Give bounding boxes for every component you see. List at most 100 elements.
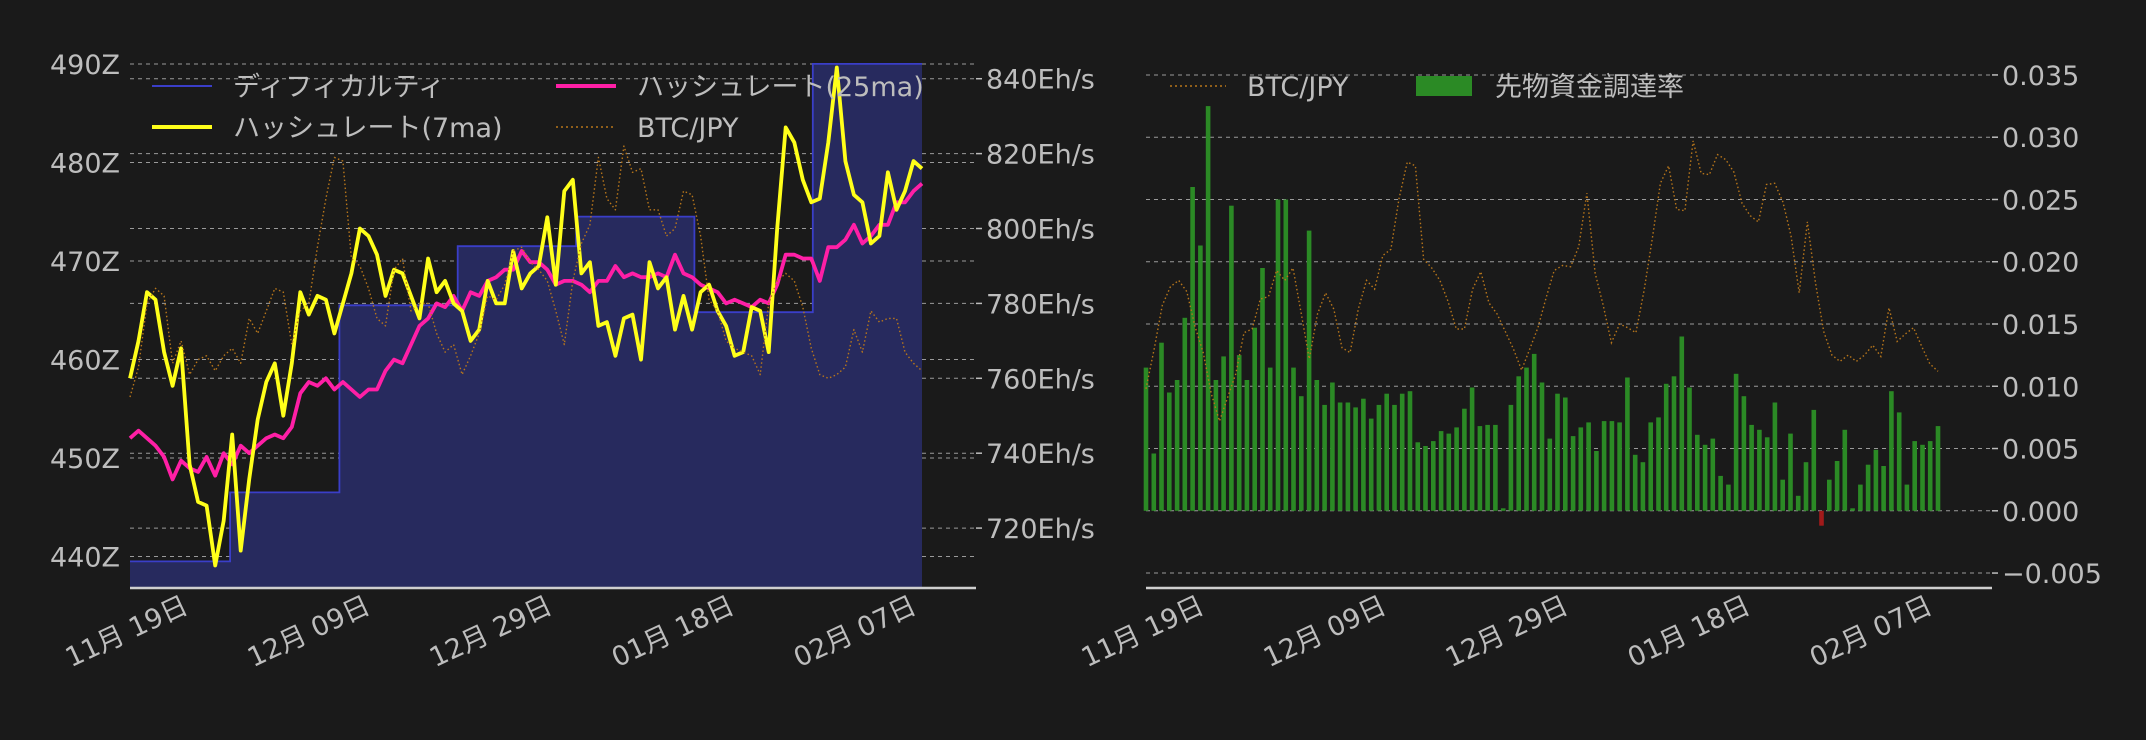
x-tick-label: 12月 09日 (1259, 590, 1391, 674)
legend-label-hashrate-7ma: ハッシュレート(7ma) (233, 113, 503, 144)
funding-rate-bar (1291, 367, 1296, 511)
right-tick-label: 740Eh/s (986, 439, 1095, 470)
funding-rate-bar (1392, 404, 1397, 511)
x-tick-label: 12月 29日 (425, 590, 557, 674)
funding-rate-bar (1702, 444, 1708, 511)
funding-rate-bar (1718, 475, 1723, 511)
funding-rate-bar (1524, 367, 1529, 511)
funding-rate-bar (1733, 373, 1739, 511)
funding-rate-bar (1368, 418, 1374, 511)
funding-rate-bar (1912, 441, 1917, 511)
funding-rate-bar (1376, 404, 1382, 511)
series-hashrate-25ma-line (128, 182, 924, 482)
left-tick-label: 450Z (50, 444, 120, 475)
funding-rate-bar (1190, 187, 1195, 511)
right-axis: 720Eh/s 740Eh/s 760Eh/s 780Eh/s 800Eh/s 820Eh… (976, 65, 1095, 545)
funding-rate-bar (1493, 424, 1498, 511)
funding-rate-bar (1795, 495, 1801, 511)
funding-rate-bar (1780, 479, 1785, 511)
funding-rate-bar (1462, 408, 1467, 511)
funding-rate-bar (1299, 396, 1304, 511)
right-tick-label: 760Eh/s (986, 364, 1095, 395)
legend: ディフィカルティ ハッシュレート(25ma) ハッシュレート(7ma) BTC/… (152, 72, 924, 144)
funding-rate-bar (1741, 396, 1747, 511)
funding-rate-bar (1531, 353, 1537, 511)
funding-rate-bar (1477, 426, 1483, 511)
funding-rate-bar (1710, 438, 1716, 511)
funding-rate-bar (1625, 377, 1630, 511)
funding-rate-bar (1648, 422, 1653, 511)
funding-rate-bar (1632, 454, 1638, 511)
funding-rate-bar (1345, 402, 1351, 511)
right-tick-label: 780Eh/s (986, 289, 1095, 320)
funding-rate-bar (1167, 392, 1172, 511)
right-tick-label: 840Eh/s (986, 65, 1095, 96)
right-tick-label: 720Eh/s (986, 514, 1095, 545)
funding-rate-bar (1578, 427, 1584, 511)
funding-rate-bar (1873, 449, 1879, 511)
funding-rate-bar (1858, 484, 1863, 511)
funding-rate-bar (1889, 391, 1894, 511)
x-tick-label: 11月 19日 (1077, 590, 1209, 674)
funding-rate-bar (1904, 484, 1910, 511)
funding-rate-bar (1834, 461, 1840, 511)
right-tick-label: 0.000 (2002, 497, 2079, 528)
funding-rate-bar (1570, 436, 1576, 511)
x-axis: 11月 19日 12月 09日 12月 29日 01月 18日 02月 07日 (1077, 590, 1937, 674)
funding-rate-bar (1640, 462, 1646, 511)
funding-rate-bar (1485, 424, 1490, 511)
series-btcjpy-line (1145, 140, 1939, 424)
funding-rate-bar (1671, 376, 1677, 511)
x-axis: 11月 19日 12月 09日 12月 29日 01月 18日 02月 07日 (61, 590, 921, 674)
left-axis: 440Z 450Z 460Z 470Z 480Z 490Z (50, 50, 120, 574)
funding-rate-bar (1500, 508, 1506, 511)
right-tick-label: 0.020 (2002, 248, 2079, 279)
funding-rate-bar (1151, 453, 1157, 511)
grid (1146, 74, 1992, 574)
right-tick-label: 0.010 (2002, 372, 2079, 403)
funding-rate-bar (1594, 451, 1599, 511)
plot-area (1143, 106, 1992, 590)
funding-rate-bar (1353, 407, 1358, 511)
right-tick-label: −0.005 (2002, 559, 2102, 590)
right-tick-label: 0.035 (2002, 61, 2079, 92)
funding-rate-bar (1927, 441, 1933, 511)
funding-rate-bar (1314, 380, 1320, 511)
funding-rate-bar (1865, 464, 1871, 511)
funding-rate-bar (1772, 402, 1778, 511)
funding-rate-bar (1508, 404, 1514, 511)
funding-rate-bar (1260, 268, 1265, 511)
left-tick-label: 480Z (50, 148, 120, 179)
funding-rate-bar (1656, 417, 1661, 511)
x-tick-label: 02月 07日 (789, 590, 921, 674)
funding-rate-bar (1850, 508, 1855, 511)
funding-rate-bar (1330, 382, 1335, 511)
funding-rate-bar (1663, 383, 1669, 511)
funding-rate-bar (1516, 376, 1521, 511)
funding-rate-bar (1322, 404, 1327, 511)
funding-rate-bar (1361, 398, 1366, 511)
funding-rate-bar (1819, 510, 1824, 526)
funding-rate-bar (1586, 422, 1591, 511)
funding-rate-bar (1811, 409, 1817, 511)
left-tick-label: 490Z (50, 50, 120, 81)
funding-rate-bar (1547, 438, 1553, 511)
legend-label-funding-rate: 先物資金調達率 (1495, 72, 1684, 103)
funding-rate-bar (1399, 393, 1405, 511)
funding-rate-bar (1229, 205, 1234, 511)
funding-rate-bar (1935, 426, 1941, 511)
chart-funding-rate: −0.005 0.000 0.005 0.010 0.015 0.020 0.025 0.03… (1077, 61, 2102, 674)
left-tick-label: 470Z (50, 247, 120, 278)
right-tick-label: 820Eh/s (986, 140, 1095, 171)
series-difficulty-area (130, 63, 922, 588)
right-tick-label: 0.005 (2002, 435, 2079, 466)
legend-label-difficulty: ディフィカルティ (233, 72, 445, 103)
funding-rate-bar (1283, 199, 1289, 511)
funding-rate-bar (1213, 380, 1219, 511)
funding-rate-bar (1182, 317, 1188, 511)
funding-rate-bar (1198, 245, 1203, 511)
funding-rate-bar (1920, 444, 1925, 511)
funding-rate-bar (1431, 441, 1436, 511)
x-tick-label: 01月 18日 (607, 590, 739, 674)
